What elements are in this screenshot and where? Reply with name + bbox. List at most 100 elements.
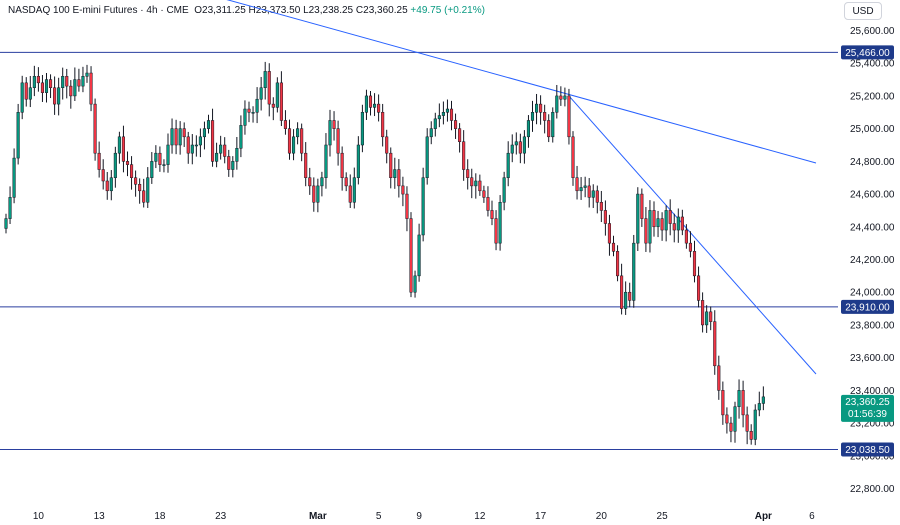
candle-body [413, 275, 417, 293]
candle [320, 171, 324, 197]
candle-body [680, 216, 684, 231]
candle-body [231, 161, 235, 170]
candle [522, 130, 526, 164]
candle-body [393, 169, 397, 178]
candle-body [263, 71, 267, 89]
candle-body [117, 136, 121, 154]
candle-body [522, 136, 526, 154]
candle-body [668, 210, 672, 224]
y-tick-label: 24,000.00 [850, 288, 895, 299]
x-tick-label: 25 [657, 511, 669, 522]
candle [644, 206, 648, 252]
candle [271, 97, 275, 121]
candle [502, 171, 506, 211]
candle-body [320, 177, 324, 187]
y-tick-label: 22,800.00 [850, 484, 895, 495]
candle-body [300, 128, 304, 154]
candle-body [93, 103, 97, 154]
candle [567, 88, 571, 145]
candle-body [547, 120, 551, 138]
candle-body [692, 251, 697, 277]
candle-body [705, 311, 709, 326]
candle-body [530, 112, 535, 121]
candle [150, 152, 154, 184]
candle-body [352, 177, 356, 203]
candle [401, 176, 405, 207]
y-tick-label: 23,600.00 [850, 353, 895, 364]
candle-body [219, 144, 223, 154]
close-value: 23,360.25 [363, 5, 408, 16]
candle-body [28, 87, 32, 100]
candle [462, 130, 466, 181]
candle [223, 137, 227, 164]
candle-body [308, 177, 312, 187]
candle-body [498, 202, 502, 244]
candle [279, 71, 283, 127]
candle-body [721, 390, 725, 416]
candle [660, 212, 664, 241]
candle-body [401, 185, 405, 195]
candle-body [741, 390, 745, 416]
candle [664, 205, 668, 242]
candle-body [287, 128, 292, 154]
candle [571, 131, 575, 186]
candle-body [567, 95, 571, 138]
candle-body [644, 218, 648, 244]
candle [332, 111, 336, 141]
candle-body [328, 120, 332, 146]
candle-body [664, 210, 668, 231]
candle [312, 177, 316, 212]
candle [575, 165, 579, 200]
candle-body [255, 98, 259, 113]
candle-body [575, 177, 579, 192]
candle-body [559, 95, 563, 100]
candle [85, 64, 89, 83]
candle [368, 91, 373, 116]
candle-body [61, 76, 65, 89]
candle-body [194, 144, 198, 147]
candle [130, 156, 134, 190]
candle [360, 104, 364, 153]
interval-label[interactable]: 4h [146, 5, 158, 16]
candle [526, 115, 531, 148]
last-price-bg [841, 394, 894, 422]
currency-button[interactable]: USD [844, 2, 882, 20]
candle [12, 148, 16, 204]
candle-body [4, 218, 8, 229]
candle-body [656, 218, 660, 228]
candle [458, 123, 462, 153]
candle [405, 186, 409, 232]
candle-body [753, 409, 757, 440]
candle [198, 128, 202, 158]
candle-body [701, 300, 705, 326]
candle [73, 67, 77, 101]
candle-body [344, 177, 348, 187]
candle-body [81, 76, 85, 87]
candle [194, 135, 198, 157]
y-tick-label: 23,200.00 [850, 419, 895, 430]
candle-body [223, 144, 227, 157]
candle [231, 156, 235, 178]
candle [344, 172, 348, 192]
y-tick-label: 25,400.00 [850, 59, 895, 70]
candle [336, 120, 340, 166]
candle [381, 103, 385, 147]
candle-body [373, 103, 377, 108]
candle [692, 240, 697, 283]
header-separator-1: · [140, 5, 144, 16]
candle [494, 210, 498, 251]
candle [652, 201, 656, 237]
candle-body [89, 72, 93, 105]
symbol-header[interactable]: NASDAQ 100 E-mini Futures · 4h · CME O23… [8, 5, 485, 16]
candle-body [53, 87, 57, 105]
candle-body [49, 79, 53, 88]
candle [178, 121, 182, 155]
candle-body [684, 229, 688, 244]
candle-body [381, 112, 385, 138]
candle-body [603, 210, 607, 224]
high-label: H [248, 5, 256, 16]
candle [385, 129, 389, 164]
candle [547, 114, 551, 143]
candle [162, 159, 166, 173]
